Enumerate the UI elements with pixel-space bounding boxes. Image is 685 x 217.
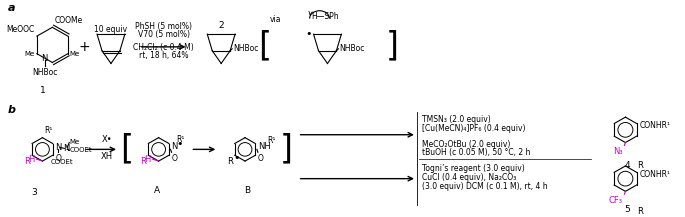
- Text: R¹: R¹: [177, 135, 185, 144]
- Text: N: N: [63, 144, 69, 153]
- Text: CuCl (0.4 equiv), Na₂CO₃: CuCl (0.4 equiv), Na₂CO₃: [422, 173, 516, 182]
- Text: NHBoc: NHBoc: [339, 44, 364, 53]
- Text: MeOOC: MeOOC: [7, 25, 35, 34]
- Text: NHBoc: NHBoc: [233, 44, 258, 53]
- Text: Me: Me: [70, 51, 80, 57]
- Text: +: +: [78, 40, 90, 54]
- Text: 10 equiv: 10 equiv: [95, 25, 127, 34]
- Text: CF₃: CF₃: [608, 196, 623, 205]
- Text: [Cu(MeCN)₄]PF₆ (0.4 equiv): [Cu(MeCN)₄]PF₆ (0.4 equiv): [422, 124, 525, 133]
- Text: Me: Me: [25, 51, 35, 57]
- Text: rt, 18 h, 64%: rt, 18 h, 64%: [139, 51, 188, 59]
- Text: 3: 3: [32, 188, 38, 197]
- Text: NHBoc: NHBoc: [32, 68, 58, 77]
- Text: R: R: [637, 207, 643, 216]
- Text: B: B: [244, 186, 250, 196]
- Text: •: •: [177, 138, 183, 148]
- Text: N: N: [41, 54, 48, 62]
- Text: CONHR¹: CONHR¹: [639, 170, 671, 179]
- Text: O: O: [171, 154, 177, 163]
- Text: H—SPh: H—SPh: [312, 12, 339, 21]
- Text: COOEt: COOEt: [69, 147, 92, 153]
- Text: ]: ]: [386, 29, 399, 62]
- Text: CH₂Cl₂ (c 0.4 M): CH₂Cl₂ (c 0.4 M): [133, 43, 194, 52]
- Text: V70 (5 mol%): V70 (5 mol%): [138, 30, 190, 39]
- Text: R: R: [140, 157, 147, 166]
- Text: a: a: [8, 3, 15, 13]
- Text: •: •: [234, 153, 240, 163]
- Text: H: H: [145, 155, 151, 164]
- Text: N₃: N₃: [613, 147, 623, 156]
- Text: NH: NH: [258, 142, 271, 151]
- Text: TMSN₃ (2.0 equiv): TMSN₃ (2.0 equiv): [422, 115, 490, 124]
- Text: 5: 5: [625, 205, 630, 214]
- Text: (3.0 equiv) DCM (c 0.1 M), rt, 4 h: (3.0 equiv) DCM (c 0.1 M), rt, 4 h: [422, 182, 547, 191]
- Text: X•: X•: [101, 135, 112, 144]
- Text: O: O: [55, 154, 61, 163]
- Text: A: A: [153, 186, 160, 196]
- Text: ]: ]: [279, 133, 292, 166]
- Text: via: via: [270, 15, 282, 24]
- Text: 4: 4: [625, 161, 630, 170]
- Text: R: R: [24, 157, 30, 166]
- Text: [: [: [258, 29, 271, 62]
- Text: R¹: R¹: [267, 136, 275, 145]
- Text: O: O: [258, 154, 264, 163]
- Text: 1: 1: [40, 86, 45, 95]
- Text: R: R: [227, 157, 233, 166]
- Text: N: N: [171, 142, 178, 151]
- Text: 2: 2: [219, 21, 224, 30]
- Text: •: •: [305, 29, 312, 39]
- Text: Togni’s reagent (3.0 equiv): Togni’s reagent (3.0 equiv): [422, 164, 525, 173]
- Text: tBuOH (c 0.05 M), 50 °C, 2 h: tBuOH (c 0.05 M), 50 °C, 2 h: [422, 148, 530, 157]
- Text: b: b: [8, 105, 16, 115]
- Text: N: N: [55, 143, 62, 152]
- Text: R¹: R¹: [45, 126, 53, 135]
- Text: COOEt: COOEt: [51, 159, 73, 165]
- Text: XH: XH: [101, 152, 113, 161]
- Text: PhSH (5 mol%): PhSH (5 mol%): [135, 22, 192, 31]
- Text: R: R: [637, 161, 643, 170]
- Text: MeCO₂OtBu (2.0 equiv): MeCO₂OtBu (2.0 equiv): [422, 140, 510, 149]
- Text: H: H: [28, 155, 34, 164]
- Text: COOMe: COOMe: [54, 16, 83, 25]
- Text: CONHR¹: CONHR¹: [639, 122, 671, 130]
- Text: Me: Me: [69, 139, 79, 145]
- Text: [: [: [120, 133, 133, 166]
